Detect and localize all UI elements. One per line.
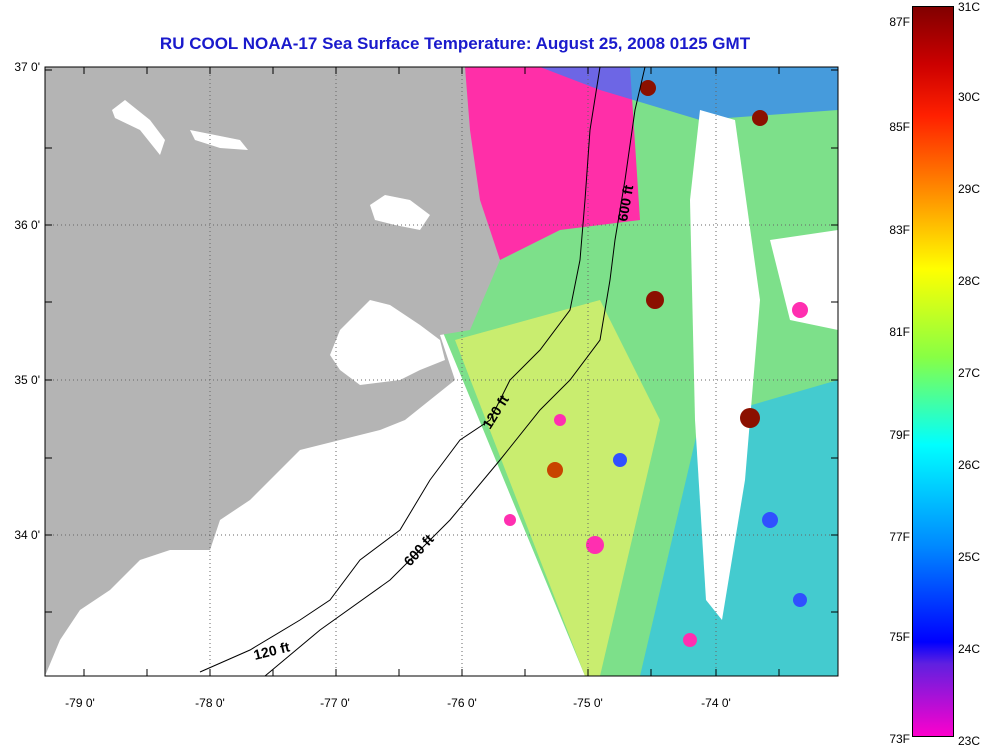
river-water <box>112 100 165 155</box>
contour-label: 600 ft <box>614 183 636 222</box>
blue-spot <box>762 512 778 528</box>
cool-pink-area <box>465 67 640 260</box>
blue-top <box>540 67 838 120</box>
contour-120ft <box>199 66 601 673</box>
colorbar <box>912 6 954 737</box>
colorbar-f-label: 75F <box>889 630 910 644</box>
grid-lines <box>45 67 838 676</box>
axis-ticks <box>45 67 838 676</box>
colorbar-f-label: 77F <box>889 530 910 544</box>
colorbar-c-label: 29C <box>958 182 981 196</box>
pink-spot <box>554 414 566 426</box>
colorbar-c-label: 23C <box>958 734 981 748</box>
lat-label: 35 0' <box>14 373 40 387</box>
pink-spot <box>792 302 808 318</box>
bay-water <box>370 195 430 230</box>
warm-band <box>455 300 660 676</box>
lon-label: -78 0' <box>195 696 225 710</box>
contour-600ft <box>264 66 646 677</box>
lon-label: -74 0' <box>701 696 731 710</box>
pink-spot <box>504 514 516 526</box>
colorbar-c-label: 25C <box>958 550 981 564</box>
map-title: RU COOL NOAA-17 Sea Surface Temperature:… <box>159 34 751 53</box>
map-border <box>44 66 839 677</box>
lon-label: -77 0' <box>320 696 350 710</box>
blue-spot <box>793 593 807 607</box>
colorbar-c-label: 24C <box>958 642 981 656</box>
colorbar-f-label: 73F <box>889 732 910 746</box>
colorbar-c-label: 28C <box>958 274 981 288</box>
cloud-gap <box>690 110 760 620</box>
lon-label: -79 0' <box>65 696 95 710</box>
lon-label: -76 0' <box>447 696 477 710</box>
bathymetry-contours <box>199 66 646 677</box>
river-water <box>190 130 248 150</box>
colorbar-f-label: 85F <box>889 120 910 134</box>
pink-spot <box>586 536 604 554</box>
cool-band-east <box>640 380 838 676</box>
warm-spot <box>752 110 768 126</box>
lat-label: 36 0' <box>14 218 40 232</box>
colorbar-c-label: 30C <box>958 90 981 104</box>
lat-label: 37 0' <box>14 60 40 74</box>
pink-spot <box>683 633 697 647</box>
colorbar-f-label: 79F <box>889 428 910 442</box>
colorbar-c-label: 26C <box>958 458 981 472</box>
colorbar-f-label: 83F <box>889 223 910 237</box>
colorbar-f-label: 87F <box>889 15 910 29</box>
warm-spot <box>646 291 664 309</box>
colorbar-f-label: 81F <box>889 325 910 339</box>
lon-label: -75 0' <box>573 696 603 710</box>
warm-spot <box>547 462 563 478</box>
sound-water <box>330 300 445 385</box>
colorbar-c-label: 31C <box>958 0 981 14</box>
colorbar-c-label: 27C <box>958 366 981 380</box>
blue-spot <box>613 453 627 467</box>
lat-label: 34 0' <box>14 528 40 542</box>
warm-spot <box>740 408 760 428</box>
warm-spot <box>640 80 656 96</box>
cloud-east <box>770 230 838 330</box>
